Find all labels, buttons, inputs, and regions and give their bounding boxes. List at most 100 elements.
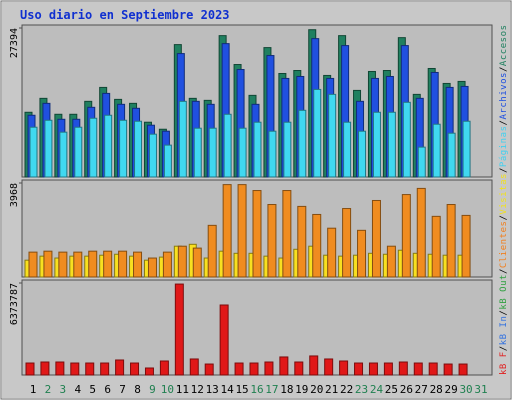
x-tick-label: 6: [104, 383, 111, 396]
bar: [234, 362, 244, 376]
legend-separator: /: [499, 67, 509, 72]
bar: [401, 194, 411, 278]
legend-separator: /: [499, 215, 509, 220]
bar: [43, 250, 53, 278]
x-tick-label: 9: [149, 383, 156, 396]
x-tick-label: 17: [265, 383, 278, 396]
bar: [417, 146, 426, 178]
bar: [70, 362, 80, 376]
legend-item: kB In: [499, 316, 509, 345]
bar: [339, 360, 349, 376]
x-tick-label: 25: [385, 383, 398, 396]
bar: [383, 362, 393, 376]
x-tick-label: 18: [280, 383, 293, 396]
bar: [88, 250, 98, 278]
bar: [264, 361, 274, 376]
bar: [144, 367, 154, 376]
bar: [387, 111, 396, 178]
bar: [443, 363, 453, 376]
x-tick-label: 30: [459, 383, 472, 396]
bar: [386, 245, 396, 278]
bar: [189, 358, 199, 376]
bar: [432, 123, 441, 178]
bar: [462, 120, 471, 178]
x-tick-label: 28: [430, 383, 443, 396]
bar: [163, 144, 172, 178]
x-tick-label: 11: [176, 383, 189, 396]
bar: [208, 127, 217, 178]
bar: [313, 88, 322, 178]
bar: [328, 93, 337, 178]
legend-item: kB F: [499, 352, 509, 375]
bar: [85, 362, 95, 376]
x-tick-label: 23: [355, 383, 368, 396]
legend: kB F/kB In/kB Out/Clientes/Visitas/Págin…: [499, 25, 509, 375]
legend-item: Visitas: [499, 174, 509, 215]
bar: [267, 204, 277, 278]
bar: [368, 362, 378, 376]
legend-separator: /: [499, 346, 509, 351]
bar: [44, 119, 53, 178]
bar: [130, 362, 140, 376]
legend-item: Accesos: [499, 25, 509, 66]
x-tick-label: 8: [134, 383, 141, 396]
bar: [282, 190, 292, 278]
bar: [174, 283, 184, 376]
legend-item: Clientes: [499, 221, 509, 268]
bar: [89, 117, 98, 178]
legend-item: Archivos: [499, 73, 509, 120]
plot-area: [21, 279, 493, 376]
bar: [192, 247, 202, 278]
bar: [148, 133, 157, 178]
bar: [413, 362, 423, 376]
x-tick-label: 7: [119, 383, 126, 396]
bar: [372, 111, 381, 178]
bar: [342, 208, 352, 278]
x-tick-label: 29: [445, 383, 458, 396]
x-tick-label: 14: [221, 383, 235, 396]
legend-separator: /: [499, 168, 509, 173]
bar: [55, 361, 65, 376]
bar: [118, 250, 128, 278]
bar: [177, 245, 187, 278]
chart-title: Uso diario en Septiembre 2023: [20, 8, 230, 22]
bar: [312, 213, 322, 278]
x-tick-label: 13: [206, 383, 219, 396]
x-tick-label: 31: [474, 383, 487, 396]
bar: [159, 360, 169, 376]
bar: [162, 251, 172, 278]
bar: [253, 121, 262, 178]
bar: [103, 250, 113, 278]
x-tick-label: 15: [235, 383, 248, 396]
bar: [327, 227, 337, 278]
bar: [100, 362, 110, 376]
bar: [28, 251, 38, 278]
bar: [252, 190, 262, 278]
bar: [25, 362, 35, 376]
bar: [357, 229, 367, 278]
bar: [223, 113, 232, 178]
x-tick-label: 1: [30, 383, 37, 396]
y-tick-label: 6373787: [9, 283, 20, 325]
bar: [29, 126, 38, 178]
bar: [447, 132, 456, 178]
bar: [294, 361, 304, 376]
bar: [461, 214, 471, 278]
bar: [40, 361, 50, 376]
bar: [249, 362, 259, 376]
bar: [119, 119, 128, 178]
bar: [147, 257, 157, 278]
x-tick-label: 3: [60, 383, 67, 396]
bar: [237, 184, 247, 278]
bar: [193, 127, 202, 178]
bar: [309, 355, 319, 376]
y-tick-label: 3968: [9, 183, 20, 207]
legend-separator: /: [499, 120, 509, 125]
x-tick-label: 22: [340, 383, 353, 396]
legend-item: kB Out: [499, 275, 509, 310]
bar: [358, 130, 367, 178]
bar: [59, 131, 68, 178]
bar: [458, 363, 468, 376]
bar: [283, 121, 292, 178]
